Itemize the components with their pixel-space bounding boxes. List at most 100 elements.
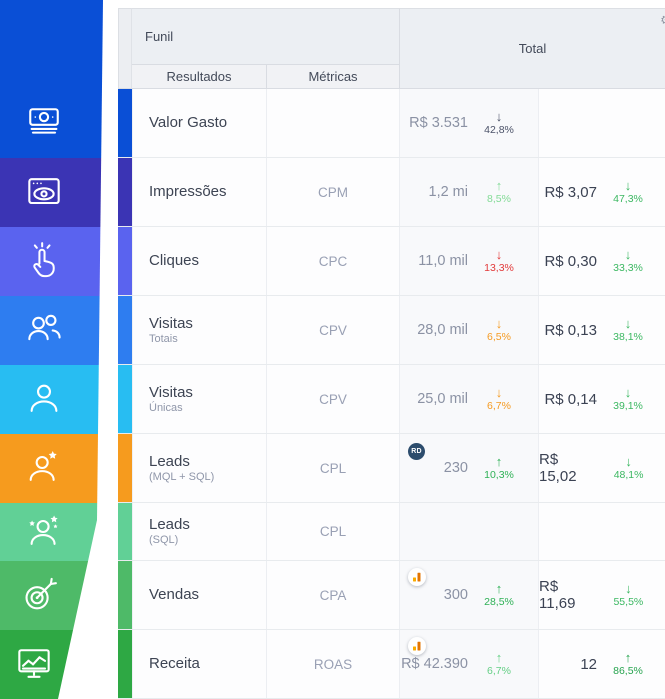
table-row-receita[interactable]: Receita ROAS R$ 42.390 ↑ 6,7% 12 [118,630,665,699]
row-color-bar [118,227,132,295]
result-value: 28,0 mil [417,322,468,338]
result-trend: ↑ 28,5% [478,582,520,608]
row-color-bar [118,434,132,502]
row-label: Visitas [149,314,193,332]
metric-label: CPL [319,524,347,539]
row-color-bar [118,503,132,560]
trend-percent: 13,3% [484,262,514,274]
funnel-header-cell: Funil [132,8,399,64]
google-analytics-badge[interactable] [408,637,426,655]
result-value: 11,0 mil [418,253,468,269]
trend-percent: 6,5% [487,331,511,343]
funnel-stage-visitas-unicas[interactable] [0,365,103,434]
metrics-header-label: Métricas [308,69,358,84]
funnel-stage-receita[interactable] [0,630,103,699]
trend-percent: 38,1% [613,331,643,343]
money-icon [29,108,59,134]
funnel-stage-cliques[interactable] [0,227,103,296]
people-group-icon [28,314,61,341]
result-trend: ↑ 10,3% [478,455,520,481]
cost-trend: ↑ 86,5% [607,651,649,677]
metric-label: CPC [318,253,348,269]
trend-percent: 10,3% [484,469,514,481]
funnel-stage-leads-mql-sql[interactable] [0,434,103,503]
result-value: 25,0 mil [417,391,468,407]
table-row-cliques[interactable]: Cliques CPC 11,0 mil ↓ 13,3% R$ 0,30 ↓ 3… [118,227,665,296]
lead-stars-icon [29,515,58,545]
result-value: 300 [443,587,468,603]
funnel-stage-visitas-totais[interactable] [0,296,103,365]
funnel-stage-valor-gasto[interactable] [0,0,103,158]
funnel-stage-vendas[interactable] [0,561,103,630]
trend-arrow-icon: ↓ [625,581,632,596]
table-row-visitas-totais[interactable]: Visitas Totais CPV 28,0 mil ↓ 6,5% R$ 0,… [118,296,665,365]
trend-arrow-icon: ↓ [624,316,632,331]
result-trend: ↑ 8,5% [478,179,520,205]
cost-trend: ↓ 48,1% [608,455,649,481]
row-label: Receita [149,655,200,672]
rd-station-badge[interactable]: RD [408,443,425,460]
row-color-bar [118,89,132,157]
metrics-column-header: Métricas [266,65,399,88]
metric-label: CPM [318,184,348,200]
funnel-stage-impressoes[interactable] [0,158,103,227]
trend-arrow-icon: ↑ [495,178,503,193]
cost-value: R$ 0,30 [544,252,597,270]
trend-percent: 33,3% [613,262,643,274]
settings-icon[interactable]: ⚙ [660,13,665,27]
funnel-table: Funil Resultados Métricas Total ⚙ [118,8,665,699]
cost-value: 12 [580,655,597,673]
google-analytics-badge[interactable] [408,568,426,586]
funnel-stage-leads-sql[interactable] [0,503,103,561]
cost-value: R$ 3,07 [544,183,597,201]
trend-arrow-icon: ↓ [495,109,503,124]
cost-trend: ↓ 47,3% [607,179,649,205]
results-column-header: Resultados [132,65,266,88]
table-header: Funil Resultados Métricas Total ⚙ [118,8,665,89]
cost-trend: ↓ 33,3% [607,248,649,274]
impressions-eye-icon [28,178,60,205]
table-row-valor-gasto[interactable]: Valor Gasto R$ 3.531 ↓ 42,8% [118,89,665,158]
cost-value: R$ 11,69 [539,578,576,612]
result-trend: ↑ 6,7% [478,651,520,677]
result-trend: ↓ 13,3% [478,248,520,274]
table-row-visitas-unicas[interactable]: Visitas Únicas CPV 25,0 mil ↓ 6,7% R$ 0,… [118,365,665,434]
row-label: Vendas [149,586,200,603]
metric-label: CPV [319,391,347,407]
table-row-leads-mql-sql[interactable]: Leads (MQL + SQL) CPL RD 230 ↑ 10,3% R$ … [118,434,665,503]
cost-value: R$ 0,13 [544,321,597,339]
result-value: R$ 42.390 [401,656,468,672]
row-label: Visitas [149,383,193,401]
row-color-bar [118,630,132,698]
trend-arrow-icon: ↑ [495,650,503,665]
result-value: R$ 3.531 [409,115,468,131]
trend-percent: 55,5% [613,596,644,608]
funnel-sidebar [0,0,103,699]
click-hand-icon [33,242,55,278]
cost-trend: ↓ 55,5% [608,582,649,608]
trend-arrow-icon: ↓ [495,316,503,331]
person-icon [30,384,58,412]
row-label: Valor Gasto [149,114,228,131]
row-color-bar [118,296,132,364]
trend-arrow-icon: ↑ [624,650,632,665]
trend-arrow-icon: ↓ [624,385,632,400]
cost-trend: ↓ 38,1% [607,317,649,343]
trend-percent: 47,3% [613,193,643,205]
trend-percent: 86,5% [613,665,643,677]
row-sublabel: (SQL) [149,534,179,546]
metric-label: CPL [319,460,347,476]
table-row-impressoes[interactable]: Impressões CPM 1,2 mi ↑ 8,5% R$ 3,07 ↓ 4… [118,158,665,227]
header-spacer-cell [118,8,132,89]
result-value: 230 [443,460,468,476]
result-value: 1,2 mi [428,184,469,200]
metric-label: ROAS [313,656,353,672]
google-analytics-icon [413,641,421,651]
metric-label: CPV [319,322,347,338]
table-row-leads-sql[interactable]: Leads (SQL) CPL [118,503,665,561]
cost-value: R$ 0,14 [544,390,597,408]
trend-percent: 39,1% [613,400,643,412]
row-color-bar [118,561,132,629]
row-color-bar [118,158,132,226]
table-row-vendas[interactable]: Vendas CPA 300 ↑ 28,5% R$ 11,69 [118,561,665,630]
